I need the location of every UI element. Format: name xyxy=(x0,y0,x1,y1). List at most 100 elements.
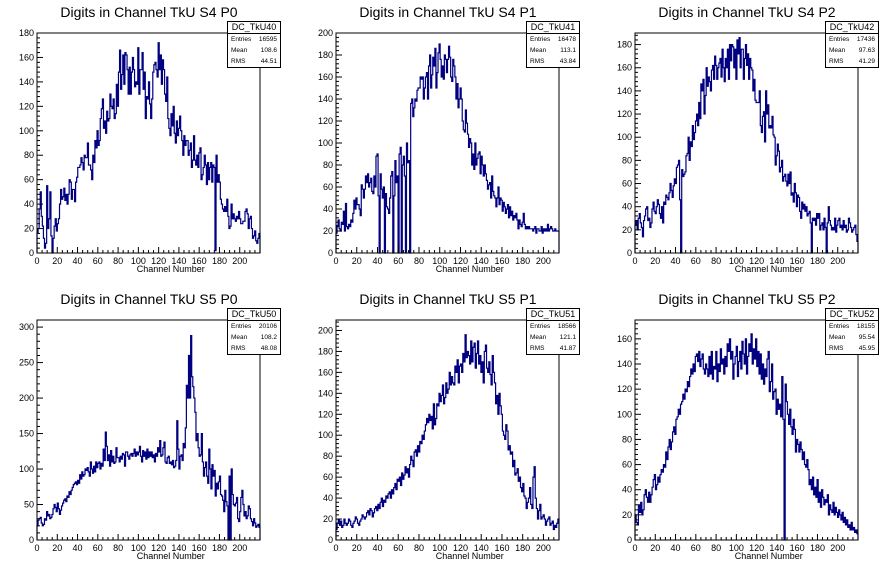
x-tick-label: 60 xyxy=(393,543,403,553)
x-tick-label: 180 xyxy=(810,256,825,266)
y-tick-label: 160 xyxy=(318,72,333,82)
x-tick-label: 0 xyxy=(34,256,39,266)
x-tick-label: 0 xyxy=(34,543,39,553)
x-tick-label: 160 xyxy=(494,543,509,553)
x-tick-label: 120 xyxy=(151,256,166,266)
y-tick-label: 140 xyxy=(19,77,34,87)
x-tick-label: 100 xyxy=(729,543,744,553)
y-tick-label: 0 xyxy=(328,535,333,545)
y-tick-label: 300 xyxy=(19,322,34,332)
stats-mean-row: Mean 97.63 xyxy=(826,45,878,56)
histogram-series xyxy=(335,334,560,540)
stats-rms-row: RMS 44.51 xyxy=(228,56,280,67)
x-tick-label: 140 xyxy=(769,543,784,553)
x-tick-label: 180 xyxy=(212,256,227,266)
y-tick-label: 60 xyxy=(323,182,333,192)
y-tick-label: 100 xyxy=(617,409,632,419)
stats-rms-label: RMS xyxy=(829,345,844,352)
stats-entries-label: Entries xyxy=(829,323,850,330)
x-axis-label: Channel Number xyxy=(436,551,504,561)
y-tick-label: 200 xyxy=(318,325,333,335)
y-tick-label: 80 xyxy=(622,434,632,444)
y-tick-label: 40 xyxy=(24,199,34,209)
x-tick-label: 80 xyxy=(113,543,123,553)
stats-entries-row: Entries 16595 xyxy=(228,34,280,45)
stats-box: DC_TkU50 Entries 20106 Mean 108.2 RMS 48.08 xyxy=(227,308,281,355)
y-tick-label: 120 xyxy=(19,101,34,111)
x-tick-label: 0 xyxy=(632,256,637,266)
stats-entries-value: 18155 xyxy=(856,323,875,330)
stats-rms-label: RMS xyxy=(231,345,246,352)
stats-box: DC_TkU52 Entries 18155 Mean 95.54 RMS 45.95 xyxy=(825,308,879,355)
stats-mean-value: 108.2 xyxy=(260,334,277,341)
stats-entries-label: Entries xyxy=(231,36,252,43)
x-tick-label: 40 xyxy=(372,256,382,266)
y-tick-label: 80 xyxy=(622,155,632,165)
stats-mean-row: Mean 121.1 xyxy=(527,332,579,343)
x-tick-label: 60 xyxy=(93,543,103,553)
stats-rms-row: RMS 41.29 xyxy=(826,56,878,67)
stats-entries-label: Entries xyxy=(829,36,850,43)
x-tick-label: 80 xyxy=(113,256,123,266)
stats-entries-row: Entries 17436 xyxy=(826,34,878,45)
y-tick-label: 60 xyxy=(24,175,34,185)
stats-box: DC_TkU42 Entries 17436 Mean 97.63 RMS 41.29 xyxy=(825,21,879,68)
stats-box: DC_TkU40 Entries 16595 Mean 108.6 RMS 44.51 xyxy=(227,21,281,68)
histogram-plot: 0 20 40 60 80 100 120 140 160 180 200 0 50 100 150 200 2… xyxy=(19,319,261,561)
stats-rms-label: RMS xyxy=(829,58,844,65)
y-tick-label: 160 xyxy=(19,52,34,62)
histogram-series xyxy=(634,37,859,254)
stats-mean-value: 113.1 xyxy=(560,47,576,54)
x-axis-label: Channel Number xyxy=(735,264,803,274)
y-tick-label: 100 xyxy=(19,464,34,474)
x-tick-label: 80 xyxy=(711,543,721,553)
stats-entries-label: Entries xyxy=(530,323,551,330)
stats-box-title: DC_TkU50 xyxy=(228,309,280,321)
stats-box: DC_TkU41 Entries 16478 Mean 113.1 RMS 43.84 xyxy=(526,21,580,68)
y-tick-label: 20 xyxy=(622,510,632,520)
stats-rms-row: RMS 48.08 xyxy=(228,343,280,354)
y-tick-label: 120 xyxy=(318,116,333,126)
stats-mean-value: 108.6 xyxy=(260,47,277,54)
y-tick-label: 120 xyxy=(617,384,632,394)
x-tick-label: 60 xyxy=(93,256,103,266)
histogram-plot: 0 20 40 60 80 100 120 140 160 180 200 0 20 40 60 80 100 1… xyxy=(318,28,560,274)
stats-rms-label: RMS xyxy=(530,345,545,352)
stats-entries-value: 16595 xyxy=(258,36,277,43)
y-tick-label: 140 xyxy=(617,86,632,96)
x-tick-label: 80 xyxy=(414,543,424,553)
y-tick-label: 100 xyxy=(617,132,632,142)
stats-rms-value: 41.87 xyxy=(559,345,576,352)
stats-rms-value: 48.08 xyxy=(260,345,277,352)
x-tick-label: 200 xyxy=(232,256,247,266)
stats-rms-value: 41.29 xyxy=(858,58,875,65)
x-tick-label: 200 xyxy=(830,543,845,553)
stats-rms-row: RMS 45.95 xyxy=(826,343,878,354)
chart-title: Digits in Channel TkU S4 P1 xyxy=(359,4,537,20)
stats-entries-value: 20106 xyxy=(258,323,277,330)
x-tick-label: 160 xyxy=(790,256,805,266)
stats-mean-row: Mean 95.54 xyxy=(826,332,878,343)
stats-rms-value: 44.51 xyxy=(260,58,277,65)
histogram-series xyxy=(36,335,261,541)
stats-entries-row: Entries 18155 xyxy=(826,321,878,332)
stats-mean-row: Mean 108.6 xyxy=(228,45,280,56)
x-tick-label: 200 xyxy=(232,543,247,553)
x-tick-label: 140 xyxy=(171,543,186,553)
histogram-panel: Digits in Channel TkU S5 P0 0 20 40 60 80 100 1… xyxy=(0,287,298,574)
y-tick-label: 140 xyxy=(318,388,333,398)
x-axis-label: Channel Number xyxy=(735,551,803,561)
chart-title: Digits in Channel TkU S4 P2 xyxy=(658,4,836,20)
x-tick-label: 140 xyxy=(769,256,784,266)
y-tick-label: 180 xyxy=(617,40,632,50)
x-tick-label: 0 xyxy=(632,543,637,553)
histogram-panel: Digits in Channel TkU S4 P1 0 20 40 60 80 100 1… xyxy=(299,0,597,287)
x-tick-label: 100 xyxy=(131,256,146,266)
y-tick-label: 40 xyxy=(622,202,632,212)
x-tick-label: 180 xyxy=(515,543,530,553)
y-tick-label: 180 xyxy=(318,50,333,60)
x-tick-label: 200 xyxy=(536,543,551,553)
stats-mean-value: 121.1 xyxy=(559,334,576,341)
x-tick-label: 40 xyxy=(671,256,681,266)
x-tick-label: 120 xyxy=(151,543,166,553)
